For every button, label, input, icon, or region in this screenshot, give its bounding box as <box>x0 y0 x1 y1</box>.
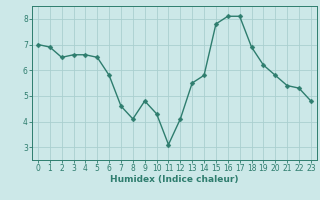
X-axis label: Humidex (Indice chaleur): Humidex (Indice chaleur) <box>110 175 239 184</box>
